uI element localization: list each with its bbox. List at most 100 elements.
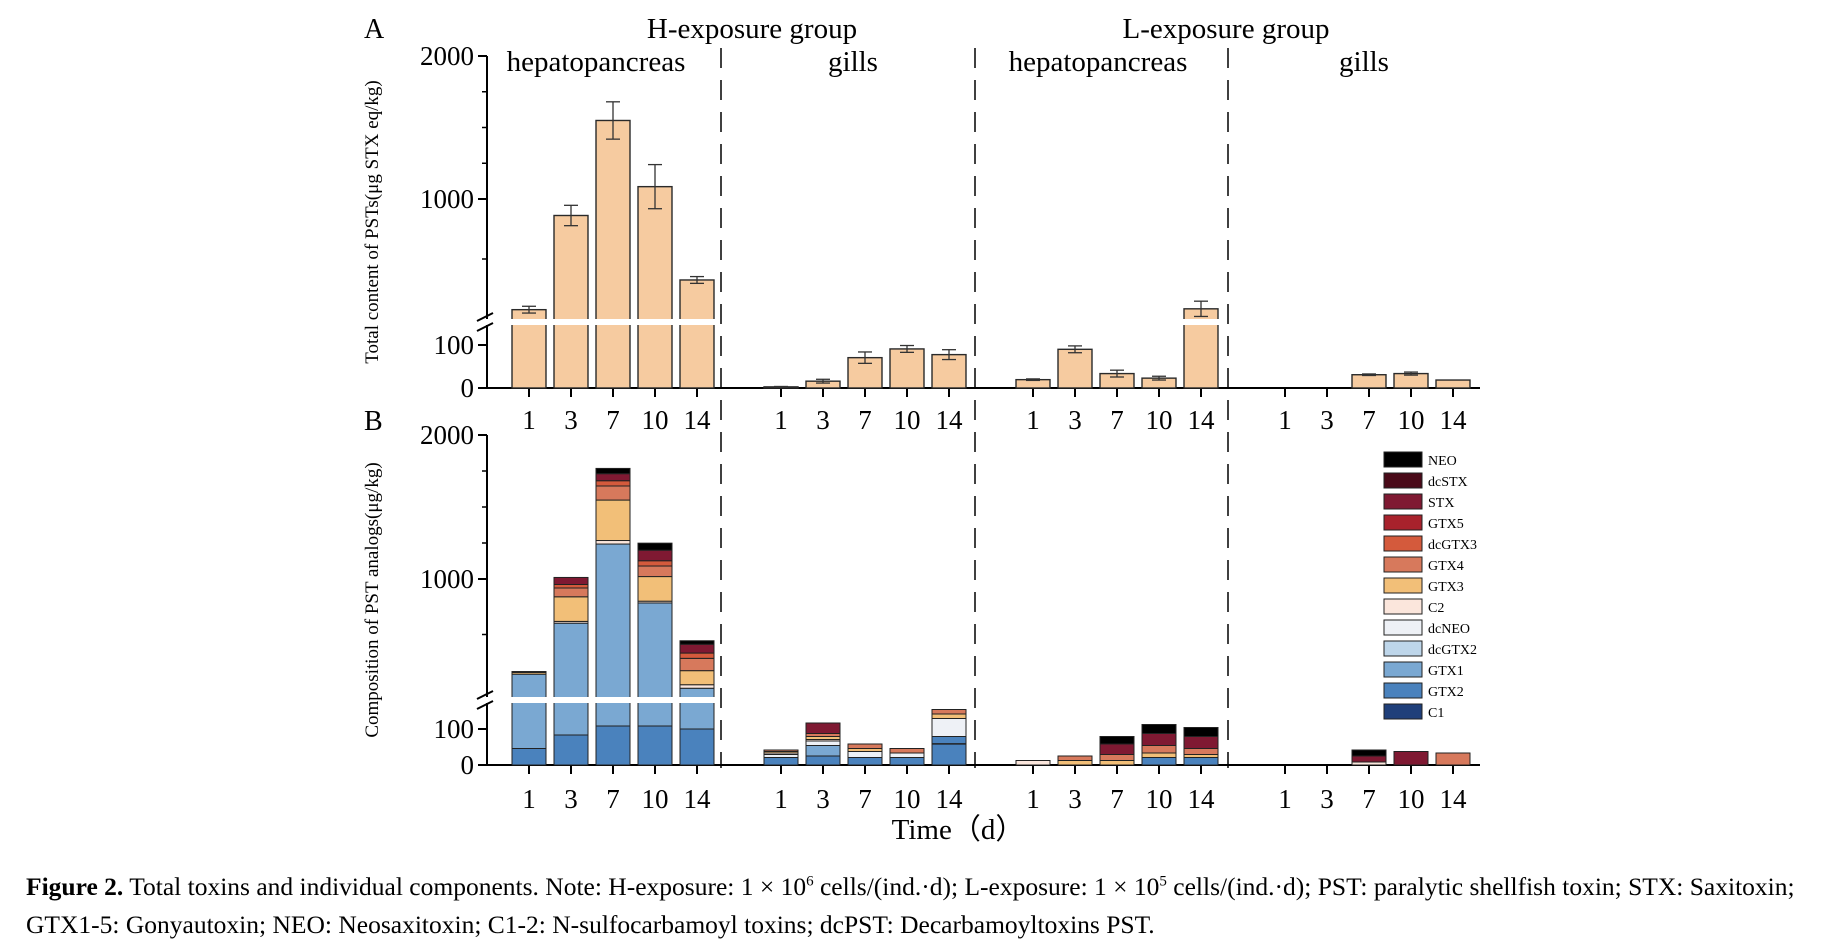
legend-swatch-dcstx [1383,472,1423,489]
bar-segment-gtx1 [595,543,631,727]
bar-segment-gtx4 [1141,745,1177,754]
x-tick-label: 10 [894,784,921,814]
x-tick-label: 1 [1026,405,1040,435]
axis-break-band [473,319,1475,325]
bar-segment-stx [637,549,673,562]
x-tick-label: 1 [522,784,536,814]
bar-segment-gtx3 [1141,752,1177,758]
bar-segment-gtx4 [931,709,967,715]
panel-label-a: A [364,14,385,45]
bar-segment-gtx4 [679,657,715,672]
y-tick-label: 1000 [420,564,474,594]
figure-caption: Figure 2. Total toxins and individual co… [26,868,1816,944]
x-tick-label: 3 [564,405,578,435]
x-tick-label: 3 [1320,784,1334,814]
bar-segment-neo [595,467,631,475]
x-tick-label: 10 [642,405,669,435]
bar-segment-gtx2 [847,757,883,766]
x-axis-title-b: Time（d） [892,814,1025,846]
legend-label: STX [1428,496,1454,511]
bar-segment-gtx4 [595,485,631,501]
figure-2-chart: A H-exposure group L-exposure group hepa… [362,13,1480,846]
x-tick-label: 10 [642,784,669,814]
y-tick-label: 100 [434,714,475,744]
bar-segment-gtx2 [1183,757,1219,766]
bar-segment-stx [1351,755,1387,763]
bar-segment-dcneo [931,718,967,737]
bar-segment-neo [679,640,715,645]
bar [637,185,673,389]
legend-swatch-gtx1 [1383,661,1423,678]
bar-segment-gtx4 [1099,754,1135,761]
x-tick-label: 1 [774,405,788,435]
y-tick-label: 2000 [420,41,474,71]
bar [1351,374,1387,389]
bar-segment-gtx2 [511,748,547,766]
x-tick-label: 7 [1110,405,1124,435]
caption-text-3: cells/(ind.·d); PST: paralytic shellfish… [26,872,1795,939]
tissue-label-l-gills: gills [1339,46,1389,78]
x-tick-label: 7 [1362,784,1376,814]
bar-segment-gtx1 [553,622,589,736]
x-tick-label: 1 [1278,405,1292,435]
bar [595,119,631,389]
caption-text-1: Total toxins and individual components. … [123,872,807,901]
bar [1435,379,1471,389]
bar-segment-neo [1351,749,1387,757]
bar-segment-stx [595,473,631,482]
x-tick-label: 3 [1320,405,1334,435]
bar-segment-gtx1 [805,745,841,757]
legend-swatch-gtx5 [1383,514,1423,531]
bar-segment-stx [1183,736,1219,749]
bar-segment-dcgtx3 [595,480,631,487]
legend-swatch-dcgtx2 [1383,640,1423,657]
caption-sup-1: 6 [806,873,814,890]
bar-segment-gtx1 [637,602,673,727]
bar-segment-c2 [1015,760,1051,766]
bar-segment-gtx2 [931,736,967,766]
bar-segment-c2 [679,684,715,689]
x-tick-label: 14 [1188,784,1216,814]
x-tick-label: 10 [1398,784,1425,814]
legend-label: C2 [1428,601,1444,616]
bar-segment-gtx4 [1057,755,1093,761]
y-tick-label: 0 [461,373,475,403]
caption-text-2: cells/(ind.·d); L-exposure: 1 × 10 [813,872,1160,901]
bar-segment-stx [805,722,841,734]
bar-segment-gtx1 [679,687,715,730]
bar-segment-gtx3 [931,713,967,719]
caption-label: Figure 2. [26,872,124,901]
bar-segment-gtx4 [637,565,673,578]
bar-segment-neo [1099,736,1135,745]
x-tick-label: 1 [1026,784,1040,814]
x-tick-label: 3 [1068,405,1082,435]
bar-segment-gtx4 [1435,752,1471,766]
bar [679,279,715,389]
bar-segment-gtx4 [1183,748,1219,755]
legend-swatch-neo [1383,451,1423,468]
legend-label: GTX2 [1428,685,1464,700]
legend-swatch-gtx3 [1383,577,1423,594]
bar-segment-gtx1 [511,673,547,750]
x-tick-label: 7 [606,405,620,435]
legend-label: C1 [1428,706,1444,721]
caption-sup-2: 5 [1159,873,1167,890]
y-tick-label: 100 [434,330,475,360]
bar-segment-gtx2 [805,755,841,766]
bar-segment-dcgtx3 [553,583,589,589]
x-tick-label: 14 [1440,405,1468,435]
bar-segment-dcgtx3 [637,560,673,567]
x-tick-label: 1 [774,784,788,814]
x-tick-label: 10 [1146,784,1173,814]
x-tick-label: 14 [936,405,964,435]
bar-segment-gtx2 [1141,757,1177,766]
bar-segment-stx [1141,733,1177,746]
legend-label: NEO [1428,454,1457,469]
x-tick-label: 7 [858,405,872,435]
bar-segment-neo [1141,724,1177,734]
legend-swatch-gtx4 [1383,556,1423,573]
axis-break-mark [476,700,494,710]
y-tick-label: 1000 [420,184,474,214]
bar-segment-stx [1393,751,1429,766]
